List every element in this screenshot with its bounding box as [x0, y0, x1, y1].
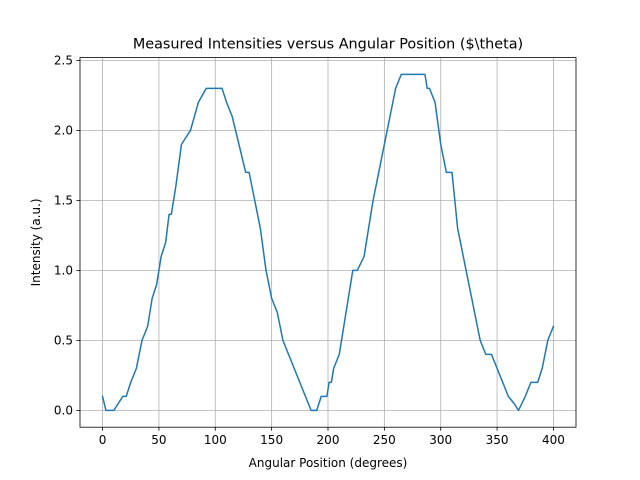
x-tick-label: 200 [317, 433, 340, 447]
x-tick-label: 50 [151, 433, 166, 447]
series-layer [101, 73, 555, 412]
x-tick-label: 400 [542, 433, 565, 447]
axis-ticks: 0 50 100 150 200 250 300 350 400 0.0 0.5 1.0 1.5 2.0 2… [54, 54, 565, 448]
x-tick-label: 150 [260, 433, 283, 447]
y-tick-label: 2.5 [54, 54, 73, 68]
grid [80, 57, 576, 428]
y-tick-label: 0.5 [54, 334, 73, 348]
chart-title: Measured Intensities versus Angular Posi… [133, 37, 523, 53]
y-tick-label: 0.0 [54, 404, 73, 418]
x-tick-label: 250 [373, 433, 396, 447]
y-axis-label: Intensity (a.u.) [29, 198, 43, 286]
x-axis-label: Angular Position (degrees) [249, 456, 408, 470]
y-tick-label: 1.5 [54, 194, 73, 208]
x-tick-label: 0 [99, 433, 107, 447]
x-tick-label: 350 [486, 433, 509, 447]
x-tick-label: 300 [429, 433, 452, 447]
y-tick-label: 1.0 [54, 264, 73, 278]
y-tick-label: 2.0 [54, 124, 73, 138]
series-line [101, 73, 555, 412]
x-tick-label: 100 [204, 433, 227, 447]
